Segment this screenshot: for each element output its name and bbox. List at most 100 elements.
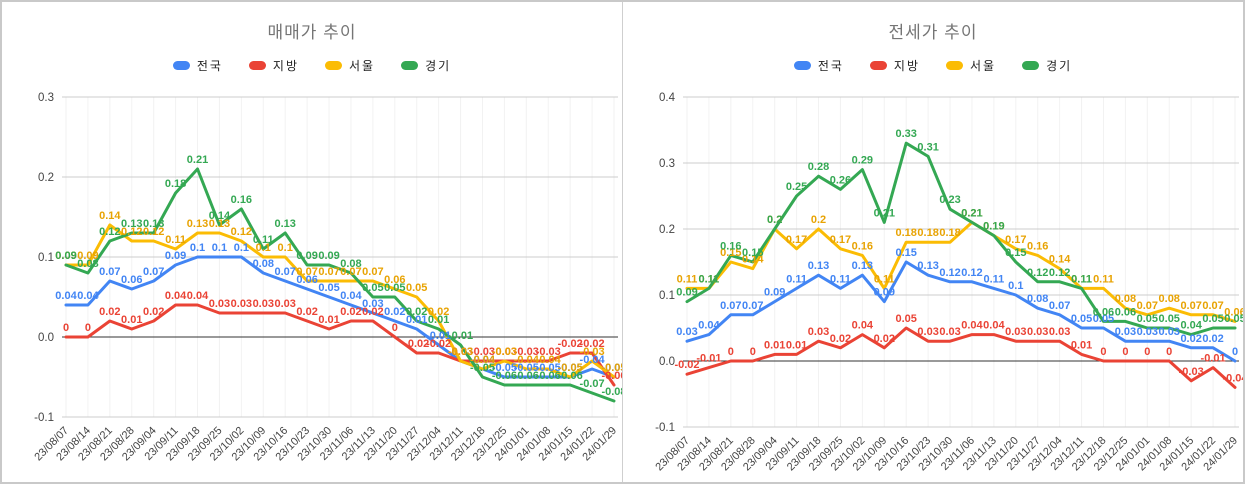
data-label-regional: 0.03 xyxy=(1005,326,1026,338)
data-label-seoul: 0.06 xyxy=(384,274,405,286)
sale-price-chart-panel: 0.3 0.2 0.1 0.0 -0.1 23/08/07 23/08/14 23/08/21… xyxy=(2,2,623,482)
data-label-seoul: 0.02 xyxy=(428,306,449,318)
y-axis-tick-label: 0.4 xyxy=(659,92,676,104)
data-label-nationwide: -0.05 xyxy=(514,362,539,374)
y-axis-tick-label: 0.0 xyxy=(659,356,675,368)
legend-swatch-gyeonggi xyxy=(401,61,419,70)
data-label-seoul: 0.11 xyxy=(677,273,698,285)
data-label-gyeonggi: 0.08 xyxy=(340,258,361,270)
data-label-seoul: 0.15 xyxy=(720,247,741,259)
data-label-regional: 0 xyxy=(63,322,69,334)
data-label-regional: -0.03 xyxy=(536,346,561,358)
data-label-gyeonggi: 0.09 xyxy=(55,250,76,262)
legend-item-nationwide: 전국 xyxy=(172,57,223,74)
legend-label-regional: 지방 xyxy=(893,59,920,73)
legend-sale: 전국 지방 서울 경기 xyxy=(2,57,622,74)
data-label-gyeonggi: 0.11 xyxy=(699,273,720,285)
data-label-gyeonggi: 0.08 xyxy=(77,258,98,270)
y-axis-tick-label: -0.1 xyxy=(34,412,54,424)
data-label-seoul: 0.12 xyxy=(121,226,142,238)
data-label-nationwide: -0.04 xyxy=(470,354,496,366)
series-line-regional xyxy=(64,303,616,387)
data-label-seoul: -0.03 xyxy=(492,346,517,358)
data-label-regional: 0.04 xyxy=(187,290,209,302)
data-label-seoul: 0.17 xyxy=(830,234,851,246)
data-label-seoul: 0.13 xyxy=(209,218,230,230)
data-label-seoul: 0.07 xyxy=(1180,300,1201,312)
data-label-nationwide: 0.02 xyxy=(1180,333,1201,345)
legend-jeonse: 전국 지방 서울 경기 xyxy=(623,57,1243,74)
legend-label-gyeonggi: 경기 xyxy=(425,59,452,73)
data-label-seoul: 0.18 xyxy=(939,227,960,239)
data-label-gyeonggi: 0.05 xyxy=(384,282,405,294)
data-label-nationwide: 0.02 xyxy=(384,306,405,318)
data-label-gyeonggi: 0.18 xyxy=(165,178,186,190)
data-label-gyeonggi: -0.01 xyxy=(448,330,473,342)
legend-item-gyeonggi: 경기 xyxy=(401,57,451,74)
data-label-gyeonggi: 0.29 xyxy=(852,155,873,167)
data-label-regional: 0.02 xyxy=(362,306,383,318)
data-label-regional: 0 xyxy=(1144,346,1150,358)
data-label-regional: 0 xyxy=(1100,346,1106,358)
data-label-regional: 0.03 xyxy=(209,298,230,310)
chart-title-sale: 매매가 추이 xyxy=(267,23,357,42)
data-label-nationwide: 0.08 xyxy=(1027,293,1048,305)
data-label-seoul: 0.17 xyxy=(786,234,807,246)
data-label-gyeonggi: 0.15 xyxy=(1005,247,1026,259)
data-label-seoul: 0.14 xyxy=(742,254,764,266)
data-label-regional: -0.04 xyxy=(1222,372,1243,384)
data-label-gyeonggi: 0.13 xyxy=(143,218,164,230)
data-label-seoul: 0.16 xyxy=(1027,240,1048,252)
data-label-regional: 0.01 xyxy=(121,314,142,326)
data-label-regional: 0 xyxy=(1166,346,1172,358)
data-label-seoul: 0.08 xyxy=(1115,293,1136,305)
data-label-regional: 0 xyxy=(750,346,756,358)
data-label-nationwide: 0.02 xyxy=(1202,333,1223,345)
data-label-gyeonggi: 0.09 xyxy=(676,287,697,299)
data-label-seoul: 0.14 xyxy=(1049,254,1071,266)
data-label-nationwide: 0.05 xyxy=(318,282,339,294)
y-axis-tick-label: 0.2 xyxy=(38,172,54,184)
data-label-nationwide: 0.1 xyxy=(1008,280,1023,292)
data-label-seoul: 0.12 xyxy=(143,226,164,238)
jeonse-price-chart-panel: 0.4 0.3 0.2 0.1 0.0 -0.1 23/08/07 23/08/14 23/08… xyxy=(623,2,1243,482)
data-label-nationwide: 0.11 xyxy=(983,273,1004,285)
data-label-regional: 0.03 xyxy=(808,326,829,338)
data-label-nationwide: 0.07 xyxy=(720,300,741,312)
legend-item-seoul: 서울 xyxy=(946,57,996,74)
y-axis-tick-label: -0.1 xyxy=(655,422,675,434)
chart-title-jeonse: 전세가 추이 xyxy=(888,23,978,42)
data-label-seoul: 0.11 xyxy=(1071,273,1092,285)
legend-label-nationwide: 전국 xyxy=(817,59,844,73)
data-label-nationwide: 0.09 xyxy=(764,287,785,299)
data-label-gyeonggi: 0.06 xyxy=(1093,306,1114,318)
legend-item-gyeonggi: 경기 xyxy=(1022,57,1072,74)
data-label-regional: -0.02 xyxy=(580,338,605,350)
legend-swatch-nationwide xyxy=(793,61,811,70)
data-label-seoul: 0.1 xyxy=(256,242,271,254)
legend-label-gyeonggi: 경기 xyxy=(1046,59,1073,73)
data-label-seoul: 0.07 xyxy=(318,266,339,278)
data-label-regional: 0.01 xyxy=(786,339,807,351)
data-label-regional: -0.01 xyxy=(696,353,721,365)
data-label-nationwide: 0.04 xyxy=(55,290,77,302)
data-label-regional: 0 xyxy=(728,346,734,358)
data-label-gyeonggi: 0.31 xyxy=(917,141,938,153)
data-label-regional: 0.02 xyxy=(296,306,317,318)
data-label-seoul: -0.04 xyxy=(536,354,562,366)
data-label-regional: 0.03 xyxy=(231,298,252,310)
data-label-regional: 0.03 xyxy=(917,326,938,338)
data-label-nationwide: -0.03 xyxy=(448,346,473,358)
data-label-gyeonggi: 0.05 xyxy=(362,282,383,294)
legend-swatch-seoul xyxy=(946,61,963,70)
data-label-nationwide: 0.15 xyxy=(895,247,916,259)
data-label-seoul: 0.11 xyxy=(165,234,186,246)
data-label-seoul: 0.21 xyxy=(961,207,982,219)
legend-swatch-regional xyxy=(869,61,887,70)
legend-item-regional: 지방 xyxy=(869,57,920,74)
data-label-gyeonggi: 0.12 xyxy=(99,226,120,238)
data-label-nationwide: 0.13 xyxy=(808,260,829,272)
data-label-seoul: 0.09 xyxy=(77,250,98,262)
data-label-regional: -0.03 xyxy=(448,346,473,358)
